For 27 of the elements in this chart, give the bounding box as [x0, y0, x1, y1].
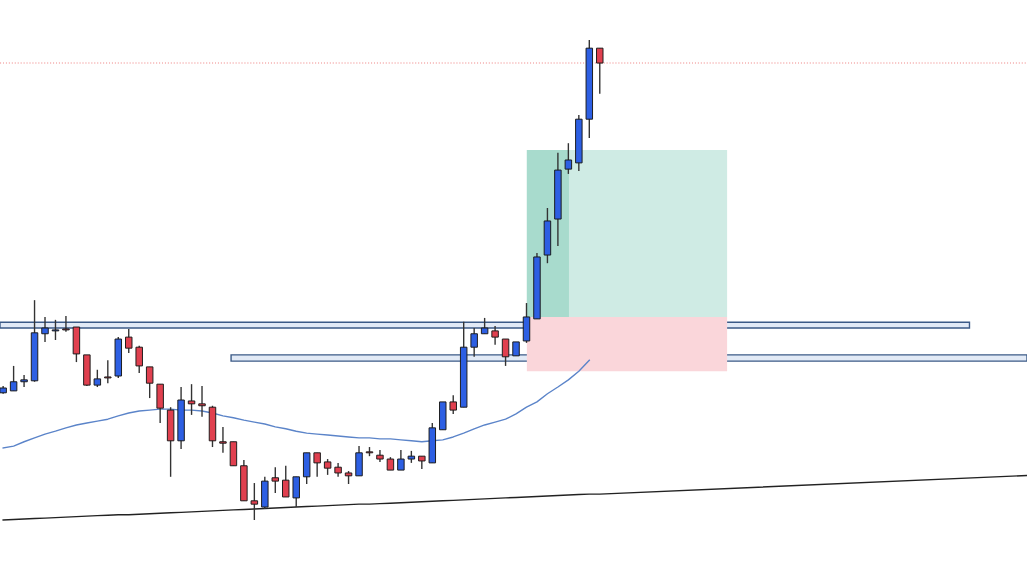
candlestick [229, 441, 238, 467]
candlestick [313, 452, 321, 478]
candlestick [20, 374, 28, 388]
candlestick [397, 449, 405, 471]
candlestick [564, 142, 573, 175]
candlestick [62, 315, 70, 333]
candlestick [135, 345, 143, 374]
candlestick [271, 466, 280, 494]
candlestick [51, 319, 60, 341]
candlestick [145, 366, 154, 399]
candlestick [491, 325, 499, 346]
candlestick [41, 316, 49, 343]
candlestick [125, 328, 133, 354]
candlestick [302, 452, 311, 485]
candlestick [9, 365, 18, 392]
candlestick [470, 327, 478, 358]
candlestick [596, 47, 604, 95]
candlestick [104, 359, 112, 384]
candlestick [198, 385, 206, 418]
candlestick [187, 383, 196, 416]
candlestick [219, 426, 227, 454]
candlestick [355, 445, 363, 477]
candlestick [501, 338, 510, 367]
candlestick [522, 302, 531, 344]
candlestick [449, 394, 457, 415]
candlestick [282, 465, 290, 498]
candlestick [156, 383, 164, 424]
